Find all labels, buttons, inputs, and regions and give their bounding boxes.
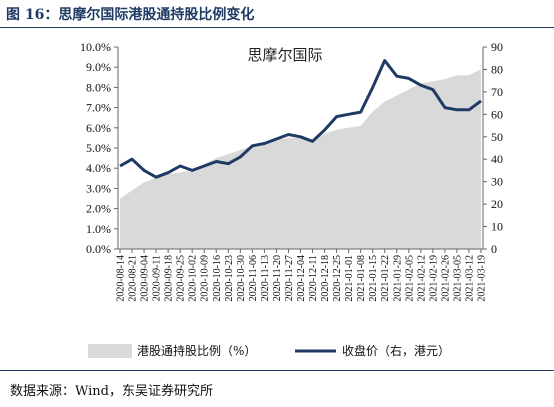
y-right-tick-label: 40 bbox=[491, 152, 503, 166]
x-tick-label: 2021-01-01 bbox=[344, 255, 355, 302]
y-left-tick-label: 9.0% bbox=[86, 60, 111, 74]
y-right-tick-label: 0 bbox=[491, 242, 497, 256]
x-tick-label: 2020-09-11 bbox=[152, 255, 163, 301]
y-left-tick-label: 10.0% bbox=[80, 40, 111, 54]
y-left-tick-label: 7.0% bbox=[86, 101, 111, 115]
legend-line-label: 收盘价（右，港元） bbox=[342, 343, 450, 358]
x-tick-label: 2020-09-25 bbox=[176, 255, 187, 302]
x-tick-label: 2021-02-19 bbox=[428, 255, 439, 302]
y-right-tick-label: 20 bbox=[491, 197, 503, 211]
x-tick-label: 2021-01-22 bbox=[380, 255, 391, 302]
y-right-tick-label: 90 bbox=[491, 40, 503, 54]
y-right-tick-label: 30 bbox=[491, 175, 503, 189]
x-tick-label: 2020-10-09 bbox=[200, 255, 211, 302]
area-series-holding-ratio bbox=[120, 69, 481, 249]
y-left-tick-label: 4.0% bbox=[86, 161, 111, 175]
x-tick-label: 2020-12-11 bbox=[308, 255, 319, 301]
y-left-tick-label: 6.0% bbox=[86, 121, 111, 135]
x-tick-label: 2020-09-04 bbox=[140, 255, 151, 302]
title-rule bbox=[0, 27, 554, 28]
y-left-tick-label: 0.0% bbox=[86, 242, 111, 256]
x-tick-label: 2021-02-12 bbox=[416, 255, 427, 302]
x-tick-label: 2020-09-18 bbox=[164, 255, 175, 302]
y-right-tick-label: 80 bbox=[491, 62, 503, 76]
y-left-tick-label: 3.0% bbox=[86, 181, 111, 195]
y-left-tick-label: 5.0% bbox=[86, 141, 111, 155]
chart: 思摩尔国际 0.0% 1.0% 2.0% 3.0% 4.0% 5.0% 6.0% 7.0% 8.… bbox=[80, 40, 503, 358]
x-tick-label: 2021-03-12 bbox=[464, 255, 475, 302]
x-tick-label: 2021-03-19 bbox=[477, 255, 488, 302]
x-tick-label: 2020-12-18 bbox=[320, 255, 331, 302]
x-tick-label: 2020-10-30 bbox=[236, 255, 247, 302]
x-tick-label: 2020-11-20 bbox=[272, 255, 283, 301]
legend-area-swatch bbox=[88, 344, 132, 358]
x-tick-label: 2020-12-04 bbox=[296, 255, 307, 302]
x-tick-label: 2020-11-13 bbox=[260, 255, 271, 301]
x-tick-label: 2020-12-25 bbox=[332, 255, 343, 302]
line-series-close-price bbox=[119, 59, 482, 179]
y-left-tick-label: 2.0% bbox=[86, 202, 111, 216]
x-tick-label: 2021-02-26 bbox=[440, 255, 451, 302]
y-left-tick-label: 8.0% bbox=[86, 80, 111, 94]
x-tick-label: 2020-11-27 bbox=[284, 255, 295, 301]
figure-title: 图 16：思摩尔国际港股通持股比例变化 bbox=[6, 7, 255, 23]
chart-annotation: 思摩尔国际 bbox=[247, 46, 322, 64]
x-tick-label: 2021-03-05 bbox=[452, 255, 463, 302]
x-tick-label: 2020-11-06 bbox=[248, 255, 259, 301]
x-tick-label: 2020-08-21 bbox=[128, 255, 139, 302]
x-tick-label: 2020-10-16 bbox=[212, 255, 223, 302]
x-tick-label: 2020-10-23 bbox=[224, 255, 235, 302]
x-tick-label: 2020-10-02 bbox=[188, 255, 199, 302]
source-rule bbox=[0, 370, 554, 371]
y-right-tick-label: 70 bbox=[491, 85, 503, 99]
y-left-tick-label: 1.0% bbox=[86, 222, 111, 236]
source-note: 数据来源：Wind，东吴证券研究所 bbox=[10, 384, 213, 399]
y-right-tick-label: 50 bbox=[491, 130, 503, 144]
x-tick-label: 2020-08-14 bbox=[116, 255, 127, 302]
y-right-tick-label: 10 bbox=[491, 220, 503, 234]
x-tick-label: 2021-02-05 bbox=[404, 255, 415, 302]
x-tick-label: 2021-01-08 bbox=[356, 255, 367, 302]
x-tick-label: 2021-01-15 bbox=[368, 255, 379, 302]
legend-area-label: 港股通持股比例（%） bbox=[137, 343, 256, 358]
y-right-tick-label: 60 bbox=[491, 107, 503, 121]
x-tick-label: 2021-01-29 bbox=[392, 255, 403, 302]
